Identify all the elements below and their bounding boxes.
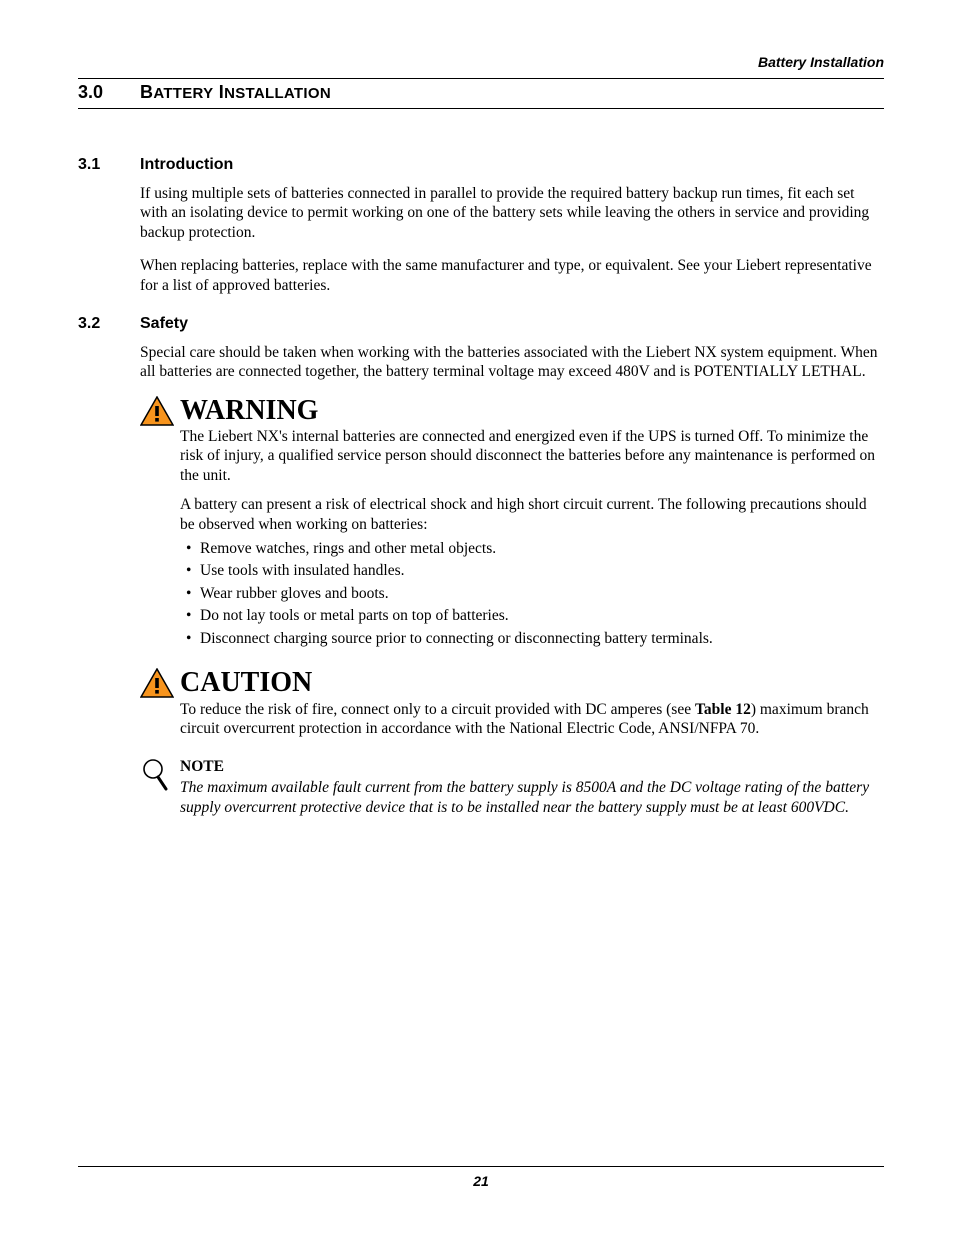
paragraph: The Liebert NX's internal batteries are … (180, 427, 884, 485)
subsection-title: Safety (140, 315, 188, 333)
running-header: Battery Installation (758, 54, 884, 70)
paragraph: If using multiple sets of batteries conn… (140, 184, 884, 242)
rule-bottom (78, 108, 884, 109)
list-item: Do not lay tools or metal parts on top o… (186, 605, 884, 627)
warning-icon (140, 396, 180, 659)
paragraph: A battery can present a risk of electric… (180, 495, 884, 534)
page-number: 21 (473, 1173, 489, 1189)
bullet-list: Remove watches, rings and other metal ob… (180, 538, 884, 650)
caution-icon (140, 668, 180, 748)
body-block: Special care should be taken when workin… (78, 343, 884, 382)
page: Battery Installation 3.0 BATTERY INSTALL… (0, 0, 954, 1235)
note-callout: NOTE The maximum available fault current… (78, 758, 884, 817)
warning-title: WARNING (180, 396, 884, 425)
list-item: Wear rubber gloves and boots. (186, 583, 884, 605)
body-block: If using multiple sets of batteries conn… (78, 184, 884, 295)
content: 3.1 Introduction If using multiple sets … (78, 136, 884, 817)
magnifier-icon (140, 758, 180, 817)
list-item: Remove watches, rings and other metal ob… (186, 538, 884, 560)
rule-top (78, 78, 884, 79)
subsection-heading: 3.2 Safety (78, 315, 884, 333)
subsection-number: 3.1 (78, 156, 140, 174)
page-footer: 21 (78, 1166, 884, 1189)
subsection-title: Introduction (140, 156, 233, 174)
section-number: 3.0 (78, 82, 140, 103)
note-body: The maximum available fault current from… (180, 778, 884, 817)
subsection-number: 3.2 (78, 315, 140, 333)
note-label: NOTE (180, 758, 884, 776)
list-item: Use tools with insulated handles. (186, 560, 884, 582)
caution-title: CAUTION (180, 668, 884, 697)
warning-callout: WARNING The Liebert NX's internal batter… (78, 396, 884, 659)
paragraph: When replacing batteries, replace with t… (140, 256, 884, 295)
subsection-heading: 3.1 Introduction (78, 156, 884, 174)
section-heading: 3.0 BATTERY INSTALLATION (78, 82, 884, 103)
section-title: BATTERY INSTALLATION (140, 82, 331, 103)
paragraph: To reduce the risk of fire, connect only… (180, 700, 884, 739)
paragraph: Special care should be taken when workin… (140, 343, 884, 382)
list-item: Disconnect charging source prior to conn… (186, 628, 884, 650)
caution-callout: CAUTION To reduce the risk of fire, conn… (78, 668, 884, 748)
table-reference: Table 12 (695, 701, 751, 718)
